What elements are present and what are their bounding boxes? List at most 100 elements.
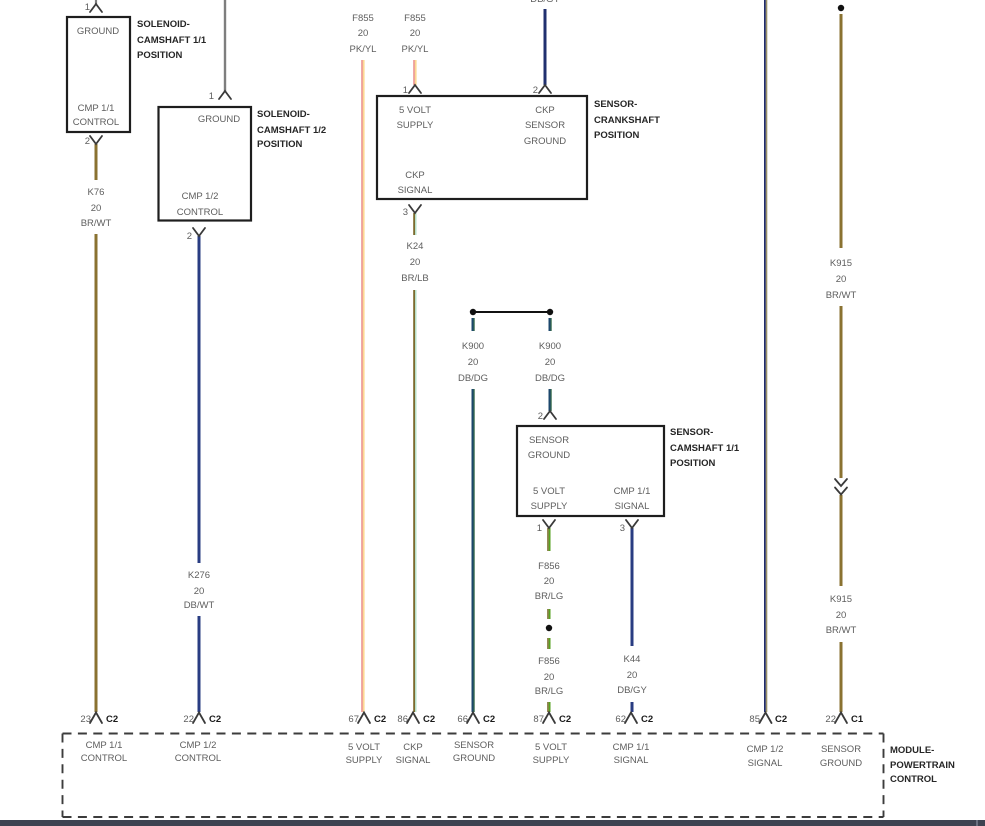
svg-text:BR/WT: BR/WT	[81, 218, 112, 229]
svg-text:1: 1	[403, 85, 408, 96]
svg-text:CMP 1/1: CMP 1/1	[614, 486, 651, 497]
svg-text:CONTROL: CONTROL	[175, 753, 221, 764]
svg-text:CAMSHAFT 1/2: CAMSHAFT 1/2	[257, 125, 326, 136]
svg-text:F855: F855	[404, 13, 426, 24]
svg-text:BR/WT: BR/WT	[826, 625, 857, 636]
svg-text:POSITION: POSITION	[257, 139, 303, 150]
svg-text:CMP 1/2: CMP 1/2	[180, 740, 217, 751]
svg-text:20: 20	[358, 28, 369, 39]
svg-text:DB/WT: DB/WT	[184, 600, 215, 611]
svg-text:1: 1	[85, 2, 90, 13]
svg-text:DB/DG: DB/DG	[458, 373, 488, 384]
svg-text:20: 20	[836, 274, 847, 285]
svg-text:CONTROL: CONTROL	[890, 774, 937, 785]
svg-text:K915: K915	[830, 594, 852, 605]
svg-text:K276: K276	[188, 570, 210, 581]
svg-text:CMP 1/1: CMP 1/1	[613, 742, 650, 753]
svg-text:2: 2	[187, 231, 192, 242]
svg-text:CMP 1/2: CMP 1/2	[182, 191, 219, 202]
svg-text:CMP 1/2: CMP 1/2	[747, 744, 784, 755]
svg-text:SENSOR: SENSOR	[529, 435, 569, 446]
svg-text:87: 87	[533, 714, 544, 725]
svg-text:K900: K900	[539, 341, 561, 352]
svg-text:K44: K44	[624, 654, 641, 665]
svg-text:20: 20	[468, 357, 479, 368]
svg-text:C2: C2	[559, 714, 571, 725]
svg-text:PK/YL: PK/YL	[402, 44, 429, 55]
svg-text:GROUND: GROUND	[528, 450, 570, 461]
svg-text:BR/LG: BR/LG	[535, 591, 564, 602]
svg-text:CKP: CKP	[405, 170, 425, 181]
svg-text:67: 67	[348, 714, 359, 725]
svg-text:1: 1	[537, 523, 542, 534]
svg-text:22: 22	[183, 714, 194, 725]
svg-text:CONTROL: CONTROL	[81, 753, 127, 764]
svg-text:GROUND: GROUND	[820, 758, 862, 769]
svg-text:5 VOLT: 5 VOLT	[533, 486, 565, 497]
svg-text:C2: C2	[483, 714, 495, 725]
svg-text:DB/GY: DB/GY	[617, 685, 647, 696]
svg-text:POSITION: POSITION	[137, 50, 183, 61]
svg-text:SOLENOID-: SOLENOID-	[137, 19, 190, 30]
svg-text:22: 22	[825, 714, 836, 725]
svg-text:K900: K900	[462, 341, 484, 352]
svg-text:SIGNAL: SIGNAL	[748, 758, 783, 769]
svg-text:F856: F856	[538, 656, 560, 667]
svg-text:SUPPLY: SUPPLY	[531, 501, 568, 512]
svg-text:BR/WT: BR/WT	[826, 290, 857, 301]
svg-text:GROUND: GROUND	[524, 136, 566, 147]
svg-text:5 VOLT: 5 VOLT	[348, 742, 380, 753]
svg-text:20: 20	[410, 28, 421, 39]
svg-text:20: 20	[194, 586, 205, 597]
svg-text:3: 3	[403, 207, 408, 218]
svg-text:GROUND: GROUND	[77, 26, 119, 37]
svg-text:5 VOLT: 5 VOLT	[535, 742, 567, 753]
svg-text:SUPPLY: SUPPLY	[397, 120, 434, 131]
svg-text:20: 20	[544, 672, 555, 683]
svg-text:C1: C1	[851, 714, 864, 725]
svg-text:SENSOR-: SENSOR-	[594, 99, 637, 110]
svg-text:5 VOLT: 5 VOLT	[399, 105, 431, 116]
svg-text:C2: C2	[423, 714, 435, 725]
svg-text:SIGNAL: SIGNAL	[396, 755, 431, 766]
svg-text:20: 20	[627, 670, 638, 681]
svg-text:C2: C2	[641, 714, 653, 725]
svg-text:CKP: CKP	[535, 105, 555, 116]
svg-text:2: 2	[533, 85, 538, 96]
svg-text:GROUND: GROUND	[453, 753, 495, 764]
svg-text:SENSOR: SENSOR	[525, 120, 565, 131]
svg-text:POSITION: POSITION	[594, 130, 640, 141]
svg-text:DB/GY: DB/GY	[530, 0, 560, 5]
svg-text:CONTROL: CONTROL	[73, 117, 119, 128]
svg-text:CMP 1/1: CMP 1/1	[86, 740, 123, 751]
svg-text:DB/DG: DB/DG	[535, 373, 565, 384]
svg-text:20: 20	[545, 357, 556, 368]
svg-text:POWERTRAIN: POWERTRAIN	[890, 760, 955, 771]
svg-text:62: 62	[615, 714, 626, 725]
svg-text:SUPPLY: SUPPLY	[533, 755, 570, 766]
svg-text:CAMSHAFT 1/1: CAMSHAFT 1/1	[670, 443, 740, 454]
svg-text:2: 2	[85, 136, 90, 147]
svg-text:CONTROL: CONTROL	[177, 207, 223, 218]
svg-text:K76: K76	[88, 187, 105, 198]
svg-text:SOLENOID-: SOLENOID-	[257, 109, 310, 120]
svg-text:BR/LB: BR/LB	[401, 273, 428, 284]
svg-text:CRANKSHAFT: CRANKSHAFT	[594, 115, 660, 126]
svg-text:C2: C2	[106, 714, 118, 725]
svg-text:GROUND: GROUND	[198, 114, 240, 125]
svg-text:85: 85	[749, 714, 760, 725]
svg-text:C2: C2	[775, 714, 787, 725]
svg-text:SENSOR: SENSOR	[821, 744, 861, 755]
svg-text:SIGNAL: SIGNAL	[614, 755, 649, 766]
svg-text:SENSOR: SENSOR	[454, 740, 494, 751]
svg-text:66: 66	[457, 714, 468, 725]
svg-text:K24: K24	[407, 241, 424, 252]
svg-text:POSITION: POSITION	[670, 458, 716, 469]
svg-text:PK/YL: PK/YL	[350, 44, 377, 55]
svg-text:23: 23	[80, 714, 91, 725]
svg-text:C2: C2	[374, 714, 386, 725]
svg-text:MODULE-: MODULE-	[890, 745, 934, 756]
svg-text:CKP: CKP	[403, 742, 423, 753]
svg-text:SIGNAL: SIGNAL	[398, 185, 433, 196]
svg-text:20: 20	[410, 257, 421, 268]
